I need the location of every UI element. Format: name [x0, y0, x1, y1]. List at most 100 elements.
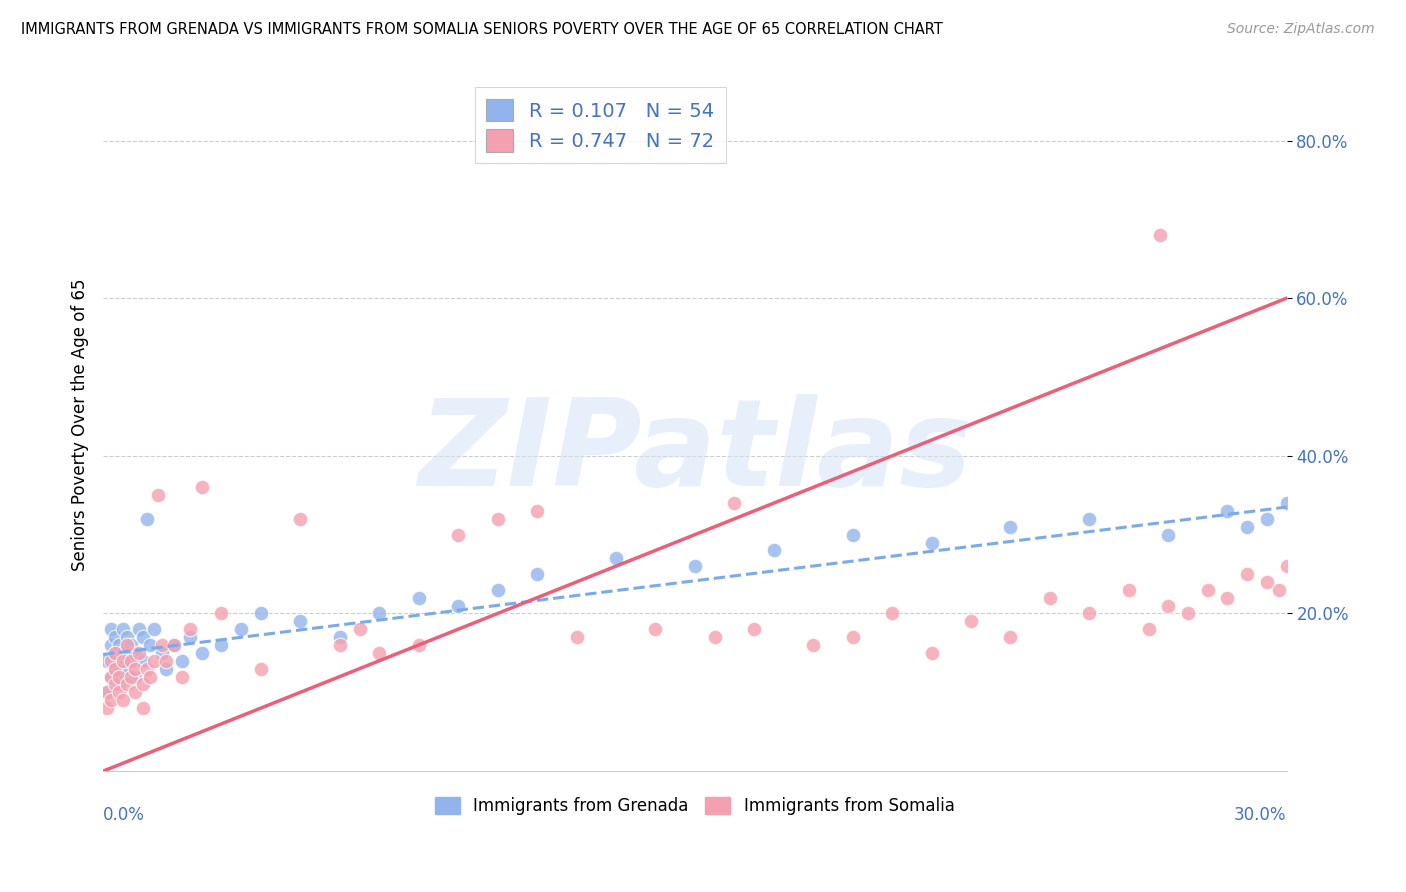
Point [96, 685, 118, 699]
Point [96, 701, 118, 715]
Text: IMMIGRANTS FROM GRENADA VS IMMIGRANTS FROM SOMALIA SENIORS POVERTY OVER THE AGE : IMMIGRANTS FROM GRENADA VS IMMIGRANTS FR… [21, 22, 943, 37]
Point [124, 669, 146, 683]
Point [447, 599, 470, 613]
Point [108, 669, 131, 683]
Point [742, 622, 765, 636]
Point [1157, 599, 1180, 613]
Point [565, 630, 588, 644]
Point [368, 646, 391, 660]
Point [155, 662, 177, 676]
Point [486, 582, 509, 597]
Point [1149, 228, 1171, 243]
Point [1000, 520, 1022, 534]
Point [139, 638, 162, 652]
Point [190, 646, 212, 660]
Point [1157, 527, 1180, 541]
Point [120, 654, 142, 668]
Point [131, 677, 153, 691]
Point [108, 685, 131, 699]
Point [1039, 591, 1062, 605]
Point [250, 662, 273, 676]
Point [408, 591, 430, 605]
Point [100, 654, 122, 668]
Point [100, 669, 122, 683]
Point [723, 496, 745, 510]
Point [120, 654, 142, 668]
Point [131, 630, 153, 644]
Point [100, 622, 122, 636]
Point [139, 669, 162, 683]
Text: 30.0%: 30.0% [1234, 805, 1286, 824]
Point [329, 630, 352, 644]
Point [368, 607, 391, 621]
Point [143, 654, 166, 668]
Point [1256, 512, 1278, 526]
Point [104, 662, 127, 676]
Point [190, 480, 212, 494]
Point [170, 669, 193, 683]
Point [96, 654, 118, 668]
Point [150, 646, 173, 660]
Point [111, 654, 134, 668]
Point [100, 693, 122, 707]
Point [1275, 559, 1298, 574]
Point [1177, 607, 1199, 621]
Point [526, 567, 548, 582]
Point [960, 615, 983, 629]
Point [120, 669, 142, 683]
Point [1236, 520, 1258, 534]
Point [128, 646, 150, 660]
Point [250, 607, 273, 621]
Point [290, 512, 312, 526]
Point [179, 630, 201, 644]
Point [329, 638, 352, 652]
Point [150, 638, 173, 652]
Point [124, 646, 146, 660]
Text: 0.0%: 0.0% [103, 805, 145, 824]
Point [841, 630, 863, 644]
Point [703, 630, 725, 644]
Point [111, 669, 134, 683]
Point [526, 504, 548, 518]
Point [921, 535, 943, 549]
Point [179, 622, 201, 636]
Point [1267, 582, 1289, 597]
Point [131, 654, 153, 668]
Point [131, 701, 153, 715]
Point [921, 646, 943, 660]
Point [1216, 504, 1239, 518]
Point [124, 685, 146, 699]
Point [128, 622, 150, 636]
Point [100, 669, 122, 683]
Point [408, 638, 430, 652]
Point [1236, 567, 1258, 582]
Point [120, 638, 142, 652]
Point [104, 662, 127, 676]
Point [170, 654, 193, 668]
Point [841, 527, 863, 541]
Point [349, 622, 371, 636]
Point [115, 677, 138, 691]
Point [148, 488, 170, 502]
Point [155, 654, 177, 668]
Point [111, 622, 134, 636]
Point [486, 512, 509, 526]
Point [104, 677, 127, 691]
Point [762, 543, 785, 558]
Point [108, 638, 131, 652]
Point [1197, 582, 1219, 597]
Point [1275, 496, 1298, 510]
Point [135, 662, 157, 676]
Point [801, 638, 824, 652]
Point [683, 559, 706, 574]
Point [96, 685, 118, 699]
Point [1078, 512, 1101, 526]
Text: ZIPatlas: ZIPatlas [418, 393, 972, 510]
Text: Source: ZipAtlas.com: Source: ZipAtlas.com [1227, 22, 1375, 37]
Point [605, 551, 627, 566]
Point [108, 677, 131, 691]
Point [882, 607, 904, 621]
Point [290, 615, 312, 629]
Point [108, 654, 131, 668]
Point [115, 662, 138, 676]
